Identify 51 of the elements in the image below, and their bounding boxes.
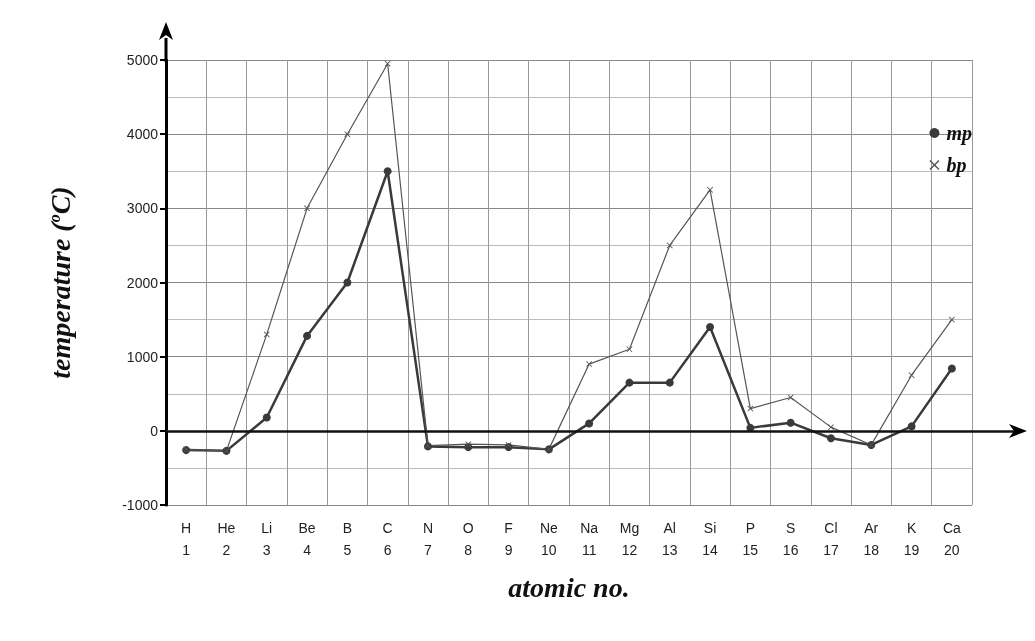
x-tick-label: H 1 (181, 520, 192, 558)
y-tick-label: 0 (150, 422, 159, 439)
point (505, 441, 512, 448)
point (907, 422, 916, 431)
point (304, 205, 311, 212)
point (303, 331, 312, 340)
point (585, 419, 594, 428)
x-tick-label: O 8 (462, 520, 474, 558)
y-tick-label: 5000 (126, 52, 159, 68)
x-tick-label: B 5 (342, 520, 353, 558)
x-tick-label: He 2 (217, 520, 236, 558)
x-tick-label: F 9 (504, 520, 513, 558)
x-tick-label: Al 13 (661, 520, 678, 558)
point (786, 418, 795, 427)
point (625, 378, 634, 387)
y-tick-label: -1000 (122, 497, 159, 513)
point (383, 167, 392, 176)
x-tick-label: Ar 18 (863, 520, 880, 558)
x-tick-label: K 19 (903, 520, 920, 558)
x-tick-label: N 7 (422, 520, 434, 558)
point (586, 361, 593, 368)
point (262, 413, 271, 422)
point (665, 378, 674, 387)
point (344, 131, 351, 138)
x-tick-label: C 6 (382, 520, 393, 558)
x-axis-title: atomic no. (508, 571, 630, 603)
x-tick-label: Na 11 (580, 520, 599, 558)
point (947, 364, 956, 373)
point (465, 441, 472, 448)
y-tick-label: 3000 (126, 200, 159, 217)
point (948, 316, 955, 323)
x-tick-label: Ne 10 (539, 520, 559, 558)
x-tick-label: Si 14 (702, 520, 719, 558)
point (707, 186, 714, 193)
x-tick-label: Cl 17 (823, 520, 839, 558)
y-tick-label: 4000 (126, 126, 159, 143)
x-tick-label: Li 3 (261, 520, 273, 558)
x-tick-label: Ca 20 (942, 520, 962, 558)
x-tick-label: P 15 (742, 520, 759, 558)
x-tick-label: Be 4 (298, 520, 316, 558)
legend-label: bp (946, 154, 967, 177)
legend-label: mp (946, 122, 973, 145)
point (827, 424, 834, 431)
y-axis-title: temperature (oC) (44, 186, 76, 379)
x-tick-label: S 16 (782, 520, 799, 558)
x-tick-label: Mg 12 (619, 520, 640, 558)
point (826, 434, 835, 443)
point (343, 278, 352, 287)
y-tick-label: 2000 (126, 274, 159, 291)
y-tick-label: 1000 (126, 348, 159, 365)
point (706, 323, 715, 331)
